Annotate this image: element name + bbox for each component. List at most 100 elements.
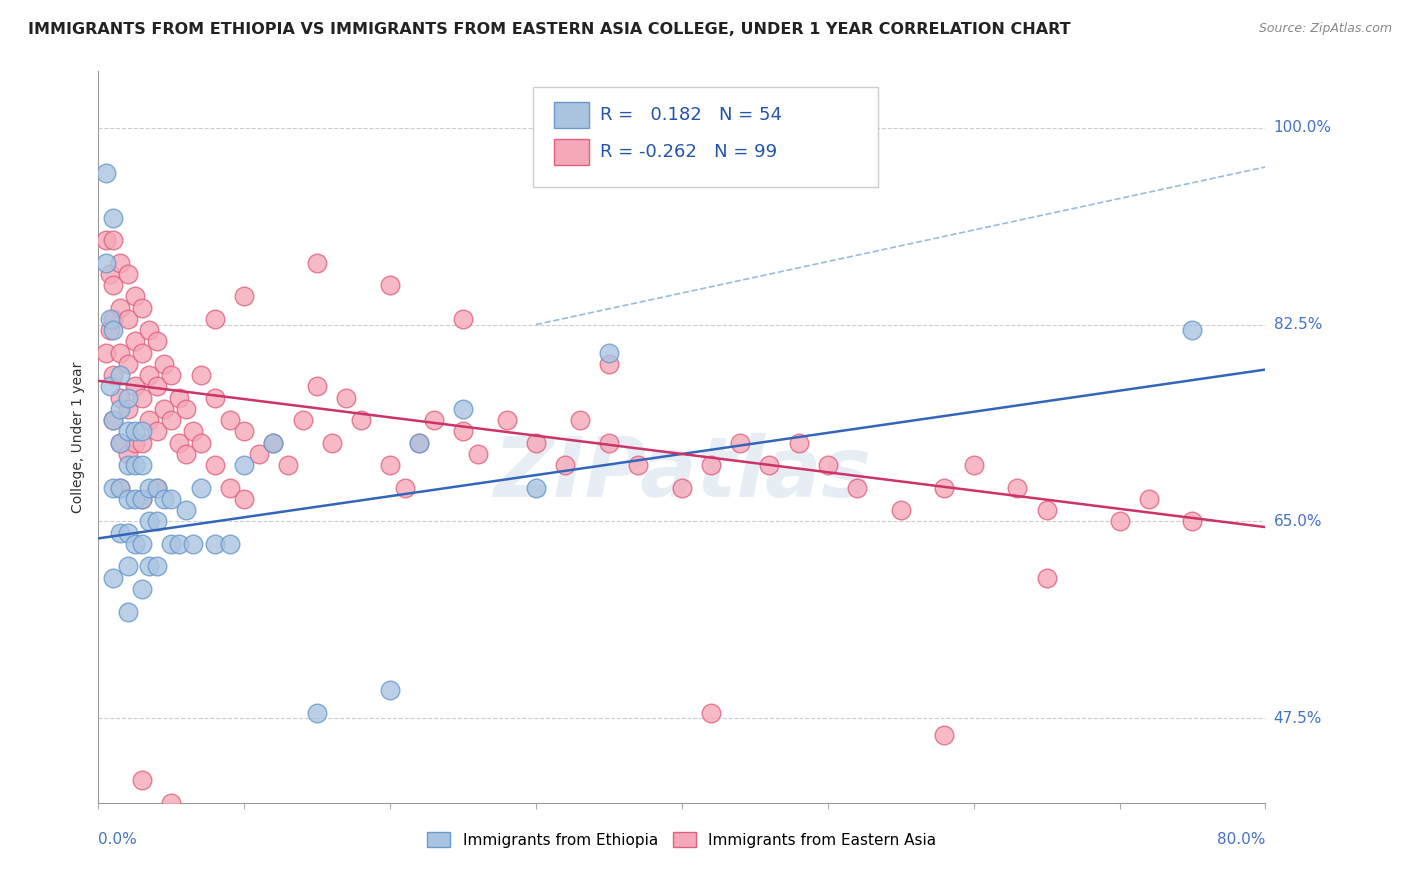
- Point: [423, 413, 446, 427]
- Point: [110, 255, 132, 269]
- Point: [204, 537, 226, 551]
- Point: [124, 491, 146, 506]
- Point: [233, 458, 256, 473]
- Point: [131, 391, 153, 405]
- Point: [117, 447, 139, 461]
- Point: [167, 435, 190, 450]
- Point: [146, 481, 169, 495]
- Point: [451, 312, 474, 326]
- Point: [101, 211, 124, 225]
- Point: [174, 447, 197, 461]
- Point: [451, 401, 474, 416]
- Point: [117, 605, 139, 619]
- Point: [700, 706, 723, 720]
- Point: [380, 458, 402, 473]
- Point: [138, 559, 160, 574]
- Point: [110, 368, 132, 383]
- Point: [101, 413, 124, 427]
- Point: [181, 537, 204, 551]
- Point: [233, 491, 256, 506]
- Point: [671, 481, 693, 495]
- Point: [181, 425, 204, 439]
- Point: [131, 537, 153, 551]
- Point: [131, 425, 153, 439]
- Point: [101, 323, 124, 337]
- Point: [131, 458, 153, 473]
- Text: ZIPatlas: ZIPatlas: [494, 434, 870, 514]
- Point: [124, 537, 146, 551]
- Point: [962, 458, 984, 473]
- Point: [554, 458, 576, 473]
- Point: [131, 491, 153, 506]
- Point: [190, 368, 212, 383]
- Legend: Immigrants from Ethiopia, Immigrants from Eastern Asia: Immigrants from Ethiopia, Immigrants fro…: [422, 825, 942, 854]
- Point: [101, 481, 124, 495]
- Point: [110, 435, 132, 450]
- Point: [204, 458, 226, 473]
- Point: [218, 413, 240, 427]
- Point: [934, 481, 956, 495]
- Point: [94, 166, 117, 180]
- Point: [307, 379, 329, 393]
- Point: [167, 391, 190, 405]
- Point: [262, 435, 284, 450]
- Point: [110, 401, 132, 416]
- Point: [98, 312, 121, 326]
- Point: [153, 357, 176, 371]
- Point: [94, 345, 117, 359]
- Point: [117, 357, 139, 371]
- Point: [138, 515, 160, 529]
- Point: [335, 391, 357, 405]
- Point: [117, 458, 139, 473]
- Point: [94, 233, 117, 247]
- Point: [153, 401, 176, 416]
- Point: [408, 435, 430, 450]
- Point: [262, 435, 284, 450]
- Point: [117, 312, 139, 326]
- Point: [1137, 491, 1160, 506]
- Point: [117, 391, 139, 405]
- Point: [131, 345, 153, 359]
- Point: [1108, 515, 1130, 529]
- Point: [190, 435, 212, 450]
- Point: [110, 481, 132, 495]
- FancyBboxPatch shape: [554, 139, 589, 165]
- Point: [94, 255, 117, 269]
- Text: 82.5%: 82.5%: [1274, 317, 1322, 332]
- Point: [131, 491, 153, 506]
- Point: [124, 458, 146, 473]
- Point: [934, 728, 956, 742]
- Point: [568, 413, 591, 427]
- Point: [117, 425, 139, 439]
- Point: [131, 301, 153, 315]
- Point: [101, 368, 124, 383]
- Point: [758, 458, 780, 473]
- Point: [117, 559, 139, 574]
- Text: 100.0%: 100.0%: [1274, 120, 1331, 135]
- Point: [124, 435, 146, 450]
- Point: [1035, 503, 1057, 517]
- Point: [451, 425, 474, 439]
- Point: [117, 401, 139, 416]
- Point: [380, 278, 402, 293]
- Text: 65.0%: 65.0%: [1274, 514, 1322, 529]
- Point: [204, 391, 226, 405]
- Point: [110, 525, 132, 540]
- Text: 0.0%: 0.0%: [98, 832, 138, 847]
- Point: [1181, 515, 1204, 529]
- Text: IMMIGRANTS FROM ETHIOPIA VS IMMIGRANTS FROM EASTERN ASIA COLLEGE, UNDER 1 YEAR C: IMMIGRANTS FROM ETHIOPIA VS IMMIGRANTS F…: [28, 22, 1071, 37]
- Point: [124, 334, 146, 349]
- Point: [160, 368, 183, 383]
- Point: [408, 435, 430, 450]
- Point: [233, 289, 256, 303]
- FancyBboxPatch shape: [533, 87, 877, 187]
- Point: [101, 571, 124, 585]
- Point: [117, 525, 139, 540]
- Point: [101, 233, 124, 247]
- Point: [394, 481, 416, 495]
- Text: 80.0%: 80.0%: [1218, 832, 1265, 847]
- Point: [598, 345, 620, 359]
- Point: [146, 559, 169, 574]
- Point: [190, 481, 212, 495]
- Point: [146, 425, 169, 439]
